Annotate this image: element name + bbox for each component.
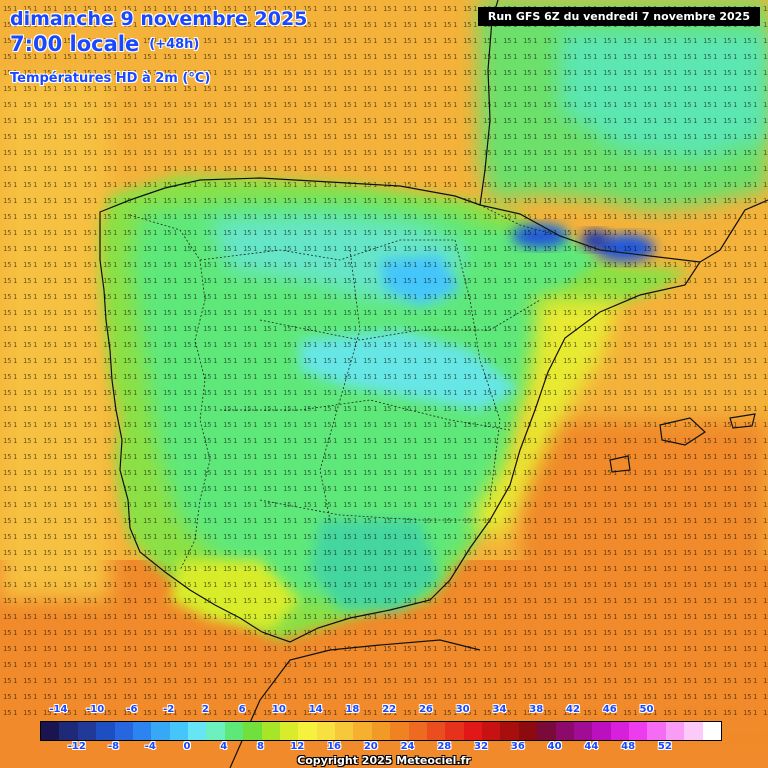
legend-label-bottom: 12	[290, 741, 305, 752]
legend-swatch	[555, 722, 574, 740]
legend-swatch	[702, 722, 721, 740]
legend-label-top: 50	[639, 704, 654, 715]
legend-swatch	[482, 722, 501, 740]
forecast-date: dimanche 9 novembre 2025	[10, 8, 308, 30]
legend-swatch	[279, 722, 299, 740]
legend-label-bottom: -8	[107, 741, 120, 752]
legend-label-bottom: 0	[183, 741, 191, 752]
legend-swatch	[408, 722, 427, 740]
legend-label-top: 10	[271, 704, 286, 715]
legend-label-bottom: 52	[657, 741, 672, 752]
copyright: Copyright 2025 Meteociel.fr	[297, 754, 471, 767]
legend-swatch	[132, 722, 152, 740]
legend-swatch	[298, 722, 317, 740]
legend-label-top: 14	[308, 704, 323, 715]
legend-label-top: 38	[529, 704, 544, 715]
balearic-mallorca	[659, 417, 706, 446]
legend-label-bottom: -4	[144, 741, 156, 752]
legend-label-bottom: 24	[400, 741, 415, 752]
legend-swatch	[665, 722, 685, 740]
legend-label-top: -2	[163, 704, 175, 715]
legend-label-top: -6	[126, 704, 138, 715]
legend-label-top: 30	[455, 704, 470, 715]
legend-swatch	[243, 722, 262, 740]
legend-swatch	[353, 722, 372, 740]
legend-label-top: 46	[602, 704, 617, 715]
legend-label-top: 18	[345, 704, 360, 715]
morocco-coast	[229, 639, 481, 768]
region-border-f	[454, 239, 501, 501]
legend-swatch	[77, 722, 97, 740]
legend-label-bottom: 48	[621, 741, 636, 752]
legend-swatch	[316, 722, 335, 740]
legend-swatch	[96, 722, 115, 740]
balearic-ibiza	[609, 455, 631, 473]
legend-swatch	[151, 722, 170, 740]
legend-swatch	[59, 722, 78, 740]
iberia-coastline	[99, 177, 702, 643]
legend-swatch	[188, 722, 207, 740]
region-border-d	[259, 499, 490, 521]
legend-label-top: 34	[492, 704, 507, 715]
legend-label-bottom: 40	[547, 741, 562, 752]
legend-label-bottom: 44	[584, 741, 599, 752]
legend-swatch	[573, 722, 593, 740]
legend-label-bottom: 32	[474, 741, 489, 752]
legend-label-top: -14	[49, 704, 68, 715]
legend-label-top: 42	[566, 704, 580, 715]
legend-swatch	[684, 722, 703, 740]
parameter-label: Températures HD à 2m (°C)	[10, 71, 211, 86]
france-med-coast	[699, 199, 768, 263]
france-spain-border	[479, 204, 651, 257]
legend-swatch	[426, 722, 446, 740]
legend-swatch	[463, 722, 482, 740]
region-border-a	[199, 239, 455, 261]
legend-label-top: 26	[418, 704, 433, 715]
legend-swatch	[371, 722, 391, 740]
legend-swatch	[629, 722, 648, 740]
legend-swatch	[335, 722, 354, 740]
legend-swatch	[261, 722, 280, 740]
legend-swatch	[518, 722, 538, 740]
legend-label-bottom: -12	[67, 741, 86, 752]
legend-swatch	[224, 722, 244, 740]
borders	[129, 204, 651, 571]
forecast-offset: (+48h)	[149, 37, 200, 52]
color-legend	[40, 721, 722, 741]
legend-label-top: -10	[86, 704, 105, 715]
legend-swatch	[41, 722, 60, 740]
legend-swatch	[537, 722, 556, 740]
legend-label-bottom: 4	[220, 741, 228, 752]
region-border-e	[319, 249, 361, 521]
forecast-time-text: 7:00 locale	[10, 32, 140, 56]
legend-swatch	[500, 722, 519, 740]
legend-label-bottom: 36	[510, 741, 525, 752]
legend-label-top: 2	[201, 704, 209, 715]
legend-swatch	[169, 722, 188, 740]
balearic-menorca	[729, 413, 756, 429]
run-info-box: Run GFS 6Z du vendredi 7 novembre 2025	[477, 7, 760, 26]
legend-label-bottom: 8	[257, 741, 265, 752]
region-border-c	[220, 399, 511, 431]
portugal-border	[129, 214, 211, 571]
legend-label-top: 6	[238, 704, 246, 715]
value-grid-texture	[0, 0, 768, 720]
legend-label-bottom: 20	[363, 741, 378, 752]
legend-swatch	[647, 722, 666, 740]
legend-label-top: 22	[382, 704, 397, 715]
legend-swatch	[206, 722, 225, 740]
region-border-b	[259, 299, 541, 341]
legend-label-bottom: 16	[327, 741, 342, 752]
legend-swatch	[390, 722, 409, 740]
legend-swatch	[114, 722, 133, 740]
legend-swatch	[592, 722, 611, 740]
forecast-time: 7:00 locale (+48h)	[10, 32, 199, 56]
legend-swatch	[610, 722, 629, 740]
legend-label-bottom: 28	[437, 741, 452, 752]
legend-swatch	[445, 722, 464, 740]
